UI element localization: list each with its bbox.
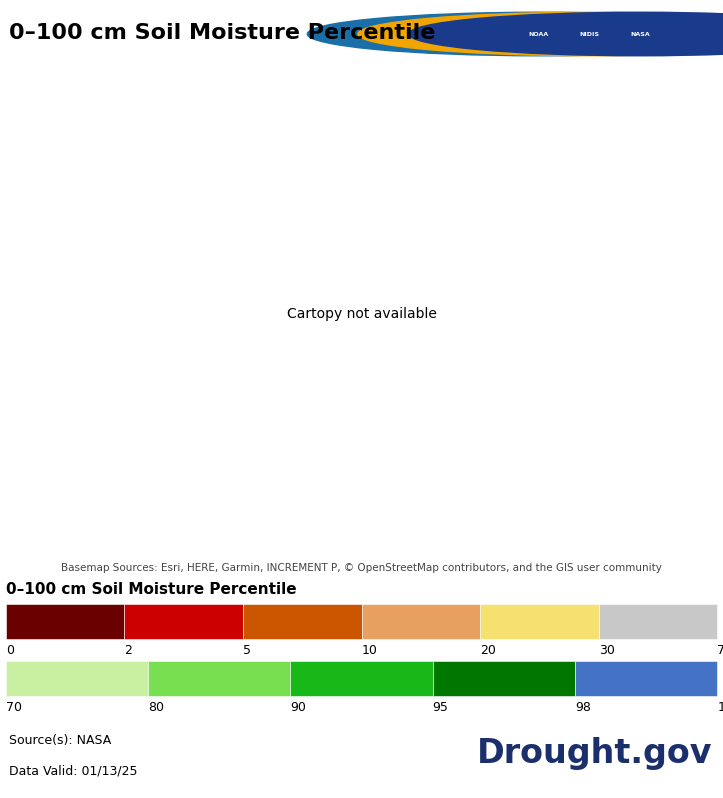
Text: 0–100 cm Soil Moisture Percentile: 0–100 cm Soil Moisture Percentile	[9, 22, 435, 42]
Text: 5: 5	[243, 644, 251, 657]
Text: Cartopy not available: Cartopy not available	[286, 307, 437, 321]
Text: Basemap Sources: Esri, HERE, Garmin, INCREMENT P, © OpenStreetMap contributors, : Basemap Sources: Esri, HERE, Garmin, INC…	[61, 563, 662, 573]
Bar	[432, 661, 575, 696]
Text: 100: 100	[717, 701, 723, 713]
Text: 20: 20	[480, 644, 496, 657]
Text: 0–100 cm Soil Moisture Percentile: 0–100 cm Soil Moisture Percentile	[6, 582, 296, 597]
Bar	[6, 604, 124, 639]
Text: 30: 30	[599, 644, 615, 657]
Bar	[599, 604, 717, 639]
Text: 70: 70	[717, 644, 723, 657]
Text: NASA: NASA	[630, 31, 650, 37]
Text: Source(s): NASA: Source(s): NASA	[9, 734, 111, 747]
Text: Drought.gov: Drought.gov	[476, 737, 712, 771]
Bar	[124, 604, 243, 639]
Text: NOAA: NOAA	[529, 31, 549, 37]
Text: NIDIS: NIDIS	[579, 31, 599, 37]
Text: 10: 10	[362, 644, 377, 657]
Bar	[148, 661, 291, 696]
Bar	[362, 604, 480, 639]
Text: 70: 70	[6, 701, 22, 713]
Text: 80: 80	[148, 701, 164, 713]
Text: 0: 0	[6, 644, 14, 657]
Text: 90: 90	[291, 701, 307, 713]
Circle shape	[358, 12, 723, 56]
Bar	[480, 604, 599, 639]
Text: Data Valid: 01/13/25: Data Valid: 01/13/25	[9, 764, 137, 777]
Bar	[291, 661, 432, 696]
Circle shape	[408, 12, 723, 56]
Bar	[575, 661, 717, 696]
Text: 95: 95	[432, 701, 448, 713]
Text: 98: 98	[575, 701, 591, 713]
Bar	[6, 661, 148, 696]
Bar	[243, 604, 362, 639]
Text: 2: 2	[124, 644, 132, 657]
Circle shape	[307, 12, 723, 56]
